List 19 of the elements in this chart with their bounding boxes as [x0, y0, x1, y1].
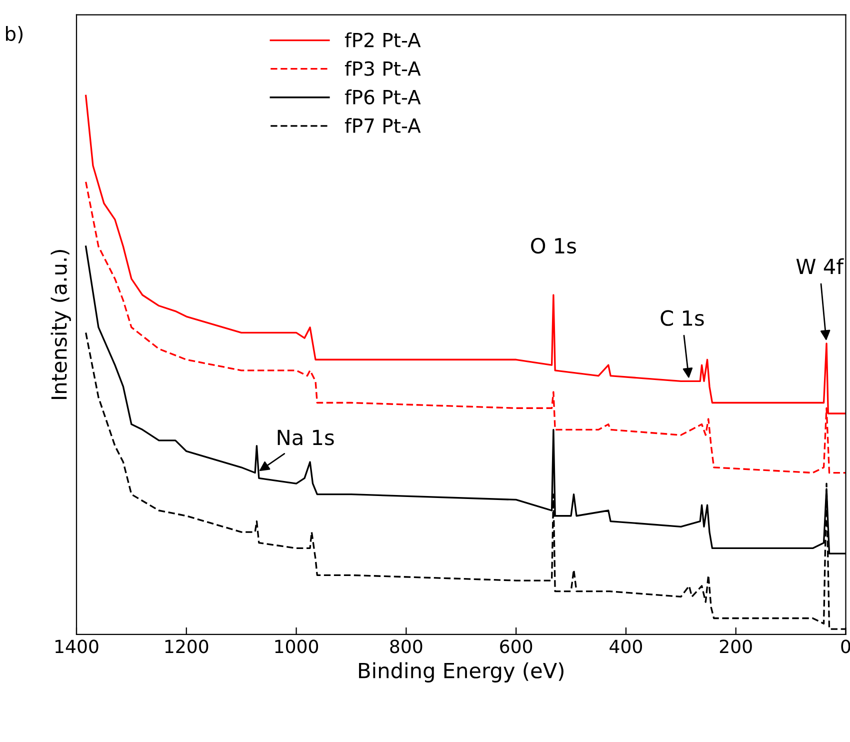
text: b) [6, 26, 23, 44]
x-tick-label: 200 [720, 640, 752, 654]
x-axis-title: Binding Energy (eV) [359, 662, 564, 682]
annotation: W 4f [796, 258, 844, 274]
legend-label: fP3 Pt-A [344, 60, 421, 76]
x-tick-label: 600 [500, 640, 532, 654]
x-tick-label: 1000 [275, 640, 318, 654]
annotation: O 1s [531, 238, 576, 254]
legend-label: fP2 Pt-A [344, 32, 421, 48]
legend-label: fP6 Pt-A [344, 89, 421, 104]
legend-label: fP7 Pt-A [344, 118, 421, 133]
x-tick-label: 800 [390, 640, 422, 654]
x-tick-label: 0 [841, 640, 850, 654]
x-tick-label: 1200 [165, 640, 208, 654]
annotation: C 1s [660, 310, 704, 326]
x-tick-label: 400 [610, 640, 642, 654]
annotation: Na 1s [278, 430, 334, 446]
x-tick-label: 1400 [56, 640, 98, 654]
y-axis-title: Intensity (a.u.) [50, 250, 71, 399]
